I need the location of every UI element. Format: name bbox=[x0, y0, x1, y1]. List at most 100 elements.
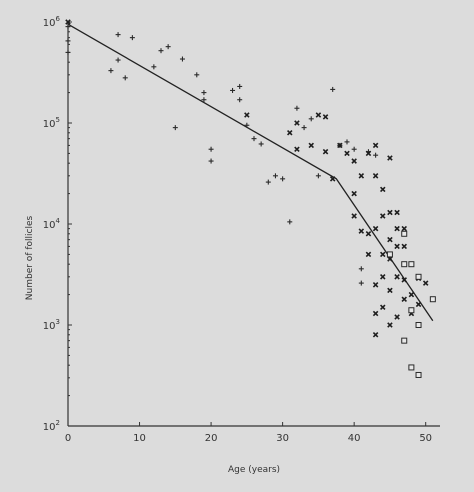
data-point-cross bbox=[372, 332, 379, 338]
x-tick-label: 10 bbox=[133, 433, 146, 444]
data-point-plus bbox=[158, 48, 164, 54]
data-point-plus bbox=[201, 90, 207, 96]
data-point-plus bbox=[344, 139, 350, 145]
data-point-plus bbox=[330, 86, 336, 92]
axes bbox=[67, 22, 440, 427]
data-point-square bbox=[429, 296, 436, 303]
data-point-plus bbox=[308, 116, 314, 122]
data-point-cross bbox=[358, 228, 365, 234]
data-point-cross bbox=[380, 304, 386, 310]
data-point-square bbox=[401, 261, 408, 268]
data-point-cross bbox=[415, 301, 422, 308]
y-tick-label: 103 bbox=[43, 318, 60, 332]
data-point-plus bbox=[208, 146, 214, 152]
data-point-plus bbox=[315, 173, 321, 179]
data-point-square bbox=[386, 251, 393, 258]
data-point-cross bbox=[380, 186, 386, 193]
data-point-cross bbox=[344, 150, 350, 157]
data-point-square bbox=[401, 230, 408, 237]
data-point-cross bbox=[65, 19, 71, 25]
data-point-plus bbox=[280, 176, 286, 182]
data-point-cross bbox=[294, 120, 300, 126]
data-point-plus bbox=[237, 97, 243, 103]
y-tick-label: 102 bbox=[43, 419, 60, 433]
data-point-cross bbox=[322, 148, 329, 155]
data-point-cross bbox=[365, 150, 372, 157]
data-point-cross bbox=[372, 310, 379, 317]
data-point-cross bbox=[308, 142, 314, 149]
y-tick-label: 106 bbox=[43, 15, 61, 29]
data-point-plus bbox=[201, 97, 207, 103]
data-point-cross bbox=[401, 225, 407, 232]
data-point-cross bbox=[294, 146, 300, 152]
data-point-cross bbox=[401, 296, 407, 302]
data-point-plus bbox=[301, 125, 307, 131]
data-point-square bbox=[415, 322, 422, 328]
data-point-plus bbox=[115, 32, 121, 38]
fit-line bbox=[67, 23, 434, 322]
data-point-cross bbox=[372, 173, 379, 179]
data-point-cross bbox=[422, 280, 429, 286]
data-point-cross bbox=[322, 114, 329, 120]
data-points bbox=[65, 19, 436, 378]
data-point-plus bbox=[294, 105, 300, 111]
y-tick-label: 105 bbox=[43, 116, 60, 130]
data-point-cross bbox=[380, 251, 386, 258]
data-point-plus bbox=[65, 24, 71, 30]
data-point-cross bbox=[372, 282, 379, 288]
data-point-plus bbox=[351, 146, 357, 152]
data-point-cross bbox=[387, 256, 393, 262]
data-point-cross bbox=[244, 112, 250, 118]
data-point-cross bbox=[394, 209, 400, 216]
x-axis-label: Age (years) bbox=[228, 465, 280, 475]
data-point-cross bbox=[387, 322, 393, 328]
data-point-cross bbox=[408, 291, 415, 298]
data-point-square bbox=[408, 261, 415, 268]
data-point-plus bbox=[208, 158, 214, 164]
data-point-cross bbox=[394, 225, 400, 232]
data-point-cross bbox=[329, 176, 336, 182]
data-point-cross bbox=[380, 274, 386, 280]
data-point-square bbox=[415, 273, 422, 280]
data-point-square bbox=[408, 307, 415, 314]
x-tick-label: 30 bbox=[276, 433, 289, 444]
data-point-plus bbox=[230, 87, 236, 93]
data-point-plus bbox=[65, 38, 71, 44]
data-point-plus bbox=[251, 136, 257, 142]
x-tick-label: 20 bbox=[205, 433, 218, 444]
data-point-cross bbox=[387, 209, 393, 216]
data-point-cross bbox=[365, 251, 372, 258]
data-point-plus bbox=[287, 219, 293, 225]
data-point-cross bbox=[380, 213, 386, 219]
data-point-plus bbox=[358, 280, 364, 286]
data-point-cross bbox=[365, 231, 372, 237]
data-point-cross bbox=[372, 225, 379, 232]
x-tick-label: 0 bbox=[65, 433, 71, 444]
data-point-plus bbox=[122, 75, 128, 81]
y-ticks: 102 103 104 105 106 bbox=[43, 15, 72, 433]
data-point-cross bbox=[372, 142, 379, 149]
data-point-plus bbox=[108, 68, 114, 74]
y-tick-label: 104 bbox=[43, 217, 61, 231]
data-point-cross bbox=[394, 274, 400, 280]
data-point-cross bbox=[351, 158, 357, 164]
data-point-plus bbox=[165, 44, 171, 50]
data-point-cross bbox=[315, 112, 322, 118]
data-point-cross bbox=[351, 213, 357, 219]
data-point-plus bbox=[115, 57, 121, 63]
data-point-cross bbox=[387, 287, 393, 294]
data-point-square bbox=[415, 371, 422, 378]
x-tick-label: 40 bbox=[348, 433, 361, 444]
data-point-cross bbox=[287, 130, 293, 136]
data-point-cross bbox=[394, 314, 400, 320]
data-point-cross bbox=[351, 190, 357, 197]
data-point-cross bbox=[401, 243, 407, 250]
data-point-plus bbox=[194, 72, 200, 78]
data-point-plus bbox=[172, 125, 178, 131]
data-point-cross bbox=[358, 173, 365, 179]
data-point-plus bbox=[129, 35, 135, 41]
data-point-square bbox=[401, 337, 408, 344]
data-point-cross bbox=[394, 243, 400, 250]
data-point-plus bbox=[358, 266, 364, 272]
